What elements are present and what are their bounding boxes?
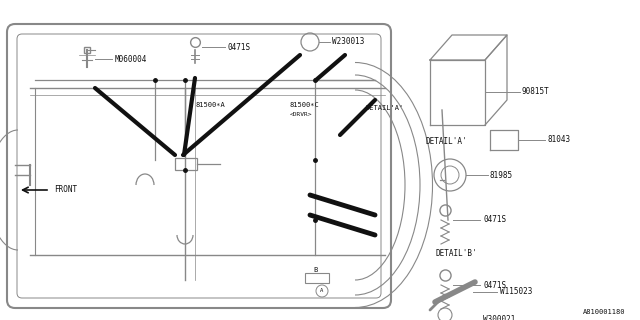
Text: DETAIL'A': DETAIL'A' — [365, 105, 403, 111]
Text: 0471S: 0471S — [483, 215, 506, 225]
Text: A810001180: A810001180 — [582, 309, 625, 315]
Text: W300021: W300021 — [483, 316, 515, 320]
Text: 81985: 81985 — [490, 171, 513, 180]
Text: DETAIL'B': DETAIL'B' — [435, 249, 477, 258]
Text: <DRVR>: <DRVR> — [290, 113, 312, 117]
Text: B: B — [313, 267, 317, 273]
Text: M060004: M060004 — [115, 54, 147, 63]
Text: 81500∗C: 81500∗C — [290, 102, 320, 108]
Text: A: A — [321, 289, 324, 293]
Bar — [175, 158, 197, 170]
Text: 90815T: 90815T — [522, 87, 550, 97]
Text: DETAIL'A': DETAIL'A' — [425, 138, 467, 147]
Text: FRONT: FRONT — [54, 186, 77, 195]
Bar — [305, 273, 329, 283]
Text: 0471S: 0471S — [483, 281, 506, 290]
Text: 81043: 81043 — [548, 135, 571, 145]
Text: 81500∗A: 81500∗A — [195, 102, 225, 108]
Text: W230013: W230013 — [332, 37, 364, 46]
Text: 0471S: 0471S — [227, 43, 250, 52]
Text: W115023: W115023 — [500, 287, 532, 297]
